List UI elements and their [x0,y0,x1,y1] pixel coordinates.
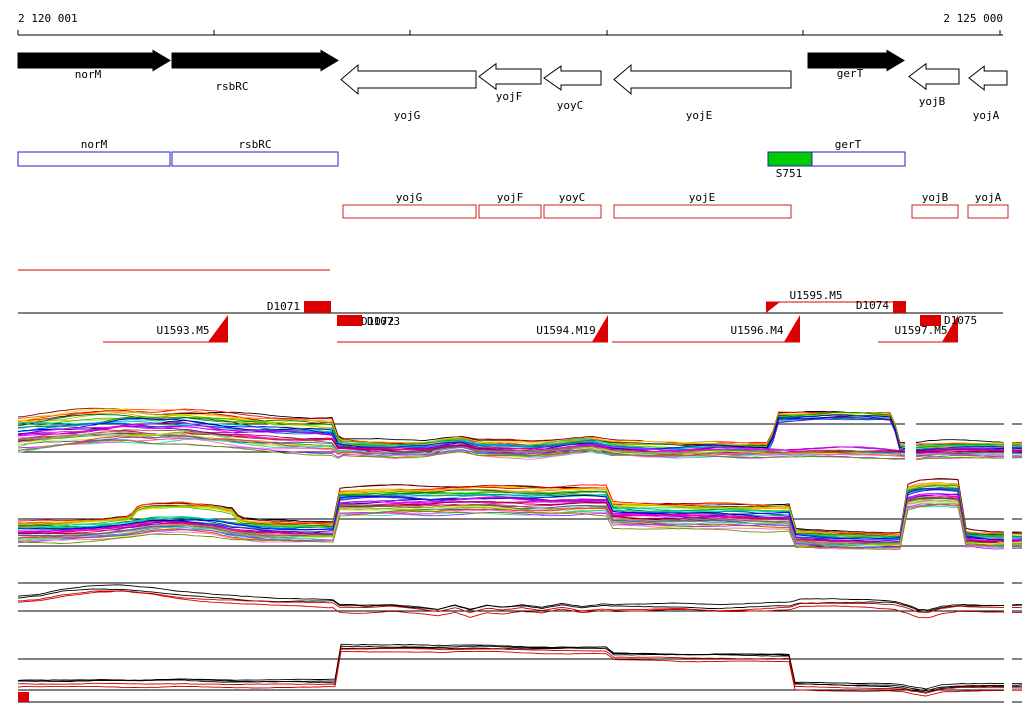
coordinate-end: 2 125 000 [943,12,1003,25]
expression-series [17,487,1023,539]
coordinate-start: 2 120 001 [18,12,78,25]
gene-box-label-yojG: yojG [396,191,423,204]
segment-flag-label-D1075: D1075 [944,314,977,327]
segment-flag-label-U1596.M4: U1596.M4 [731,324,784,337]
expression-series [17,503,1023,550]
segment-flag-label-D1074: D1074 [856,299,889,312]
expression-panel-2 [17,477,1023,575]
gene-box-label-yoyC: yoyC [559,191,586,204]
segment-flag-label-U1593.M5: U1593.M5 [157,324,210,337]
gene-label-norM: norM [75,68,102,81]
expression-series [17,504,1022,550]
gene-box-label-rsbRC: rsbRC [238,138,271,151]
gene-box-label-yojB: yojB [922,191,949,204]
expression-panel-3 [17,576,1023,631]
red-marker [18,692,29,702]
gene-arrow-yojB[interactable] [908,62,960,91]
gene-box-red-yojE[interactable] [613,204,792,219]
gene-box-label-yojA: yojA [975,191,1002,204]
expression-series [17,488,1023,541]
gene-box-label-yojF: yojF [497,191,524,204]
segment-flag-U1593.M5[interactable] [208,315,228,342]
segment-flag-label-D1072: D1072 [361,315,394,328]
segment-flag-U1596.M4[interactable] [784,315,800,342]
expression-series [17,483,1023,535]
expression-panel-4 [17,631,1023,706]
gene-arrow-rsbRC[interactable] [171,49,339,72]
gene-box-red-yojB[interactable] [911,204,959,219]
panel-gap [905,393,916,473]
segment-flag-D1071[interactable] [304,301,331,313]
expression-series [17,650,1023,697]
expression-series [17,433,1023,457]
segment-flag-U1595.M5[interactable] [766,302,780,313]
gene-label-yojE: yojE [686,109,713,122]
expression-series [17,645,1023,692]
segment-flag-label-U1597.M5: U1597.M5 [895,324,948,337]
expression-series [17,478,1023,534]
segment-S751[interactable] [767,151,813,167]
expression-series [17,503,1023,550]
expression-series [17,433,1023,459]
gene-arrow-yoyC[interactable] [543,65,602,91]
gene-arrow-yojA[interactable] [968,65,1008,91]
segment-flag-U1594.M19[interactable] [592,315,608,342]
expression-series [17,647,1023,694]
gene-label-yojG: yojG [394,109,421,122]
gene-box-red-yojG[interactable] [342,204,477,219]
segment-flag-label-U1595.M5: U1595.M5 [790,289,843,302]
gene-box-blue-norM[interactable] [17,151,171,167]
gene-arrow-norM[interactable] [17,49,171,72]
expression-series [17,439,1023,461]
gene-label-yojA: yojA [973,109,1000,122]
segment-flag-label-U1594.M19: U1594.M19 [536,324,596,337]
expression-series [17,588,1022,612]
gene-arrow-yojE[interactable] [613,63,792,96]
segment-flag-label-D1073: D1073 [367,315,400,328]
gene-label-gerT: gerT [837,67,864,80]
segment-flag-D1074[interactable] [893,301,906,313]
expression-series [17,435,1023,457]
segment-flag-U1597.M5[interactable] [942,315,958,342]
gene-box-label-gerT: gerT [835,138,862,151]
panel-gap [1004,631,1012,706]
expression-series [17,497,1023,544]
gene-box-red-yoyC[interactable] [543,204,602,219]
segment-flag-label-D1071: D1071 [267,300,300,313]
segment-flag-D1075[interactable] [920,315,941,326]
expression-series [17,501,1023,546]
gene-label-yoyC: yoyC [557,99,584,112]
gene-arrow-yojG[interactable] [340,63,477,96]
expression-series [17,590,1023,619]
gene-box-blue-rsbRC[interactable] [171,151,339,167]
panel-gap [1004,393,1012,473]
expression-series [17,643,1022,690]
gene-arrow-yojF[interactable] [478,62,542,91]
gene-label-rsbRC: rsbRC [215,80,248,93]
panel-gap [1004,576,1012,631]
expression-series [18,647,1023,693]
gene-box-red-yojA[interactable] [967,204,1009,219]
gene-label-yojB: yojB [919,95,946,108]
expression-panel-1 [17,393,1023,473]
segment-flag-D1073[interactable] [341,315,362,326]
gene-arrow-gerT[interactable] [807,49,905,72]
segment-label-S751: S751 [776,167,803,180]
gene-box-label-yojE: yojE [689,191,716,204]
gene-box-red-yojF[interactable] [478,204,542,219]
expression-series [17,437,1023,460]
gene-label-yojF: yojF [496,90,523,103]
expression-series [17,590,1023,614]
expression-series [17,418,1023,451]
expression-series [17,584,1023,611]
panel-gap [1004,477,1012,575]
gene-box-label-norM: norM [81,138,108,151]
